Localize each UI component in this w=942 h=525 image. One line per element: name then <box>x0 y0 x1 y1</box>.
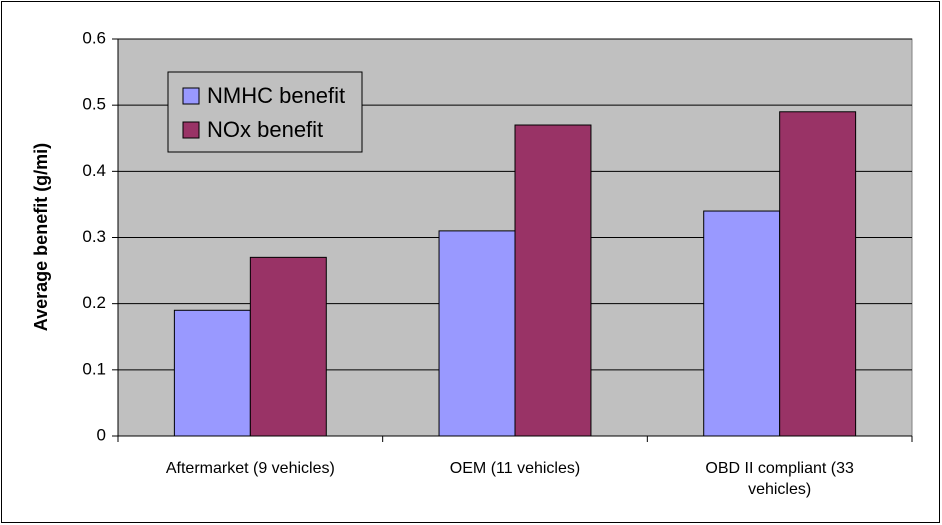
legend-swatch <box>182 87 200 105</box>
bar <box>438 230 516 437</box>
legend-label: NMHC benefit <box>207 83 345 108</box>
bar <box>249 256 327 437</box>
legend-swatch <box>182 121 200 139</box>
y-tick-label: 0.3 <box>82 227 106 246</box>
bar <box>173 309 251 437</box>
y-axis-label: Average benefit (g/mi) <box>31 143 51 331</box>
y-tick-label: 0.1 <box>82 359 106 378</box>
x-tick-label: OBD II compliant (33 vehicles) <box>705 460 854 498</box>
legend-box <box>167 71 363 153</box>
x-tick-label: Aftermarket (9 vehicles) <box>165 460 335 477</box>
y-tick-label: 0.2 <box>82 293 106 312</box>
y-tick-label: 0 <box>97 425 106 444</box>
legend-label: NOx benefit <box>207 117 323 142</box>
bar <box>703 210 781 437</box>
bar <box>779 111 857 437</box>
y-tick-label: 0.5 <box>82 95 106 114</box>
x-tick-label: OEM (11 vehicles) <box>449 460 581 477</box>
y-tick-label: 0.4 <box>82 161 106 180</box>
bar <box>514 124 592 437</box>
y-tick-label: 0.6 <box>82 28 106 47</box>
